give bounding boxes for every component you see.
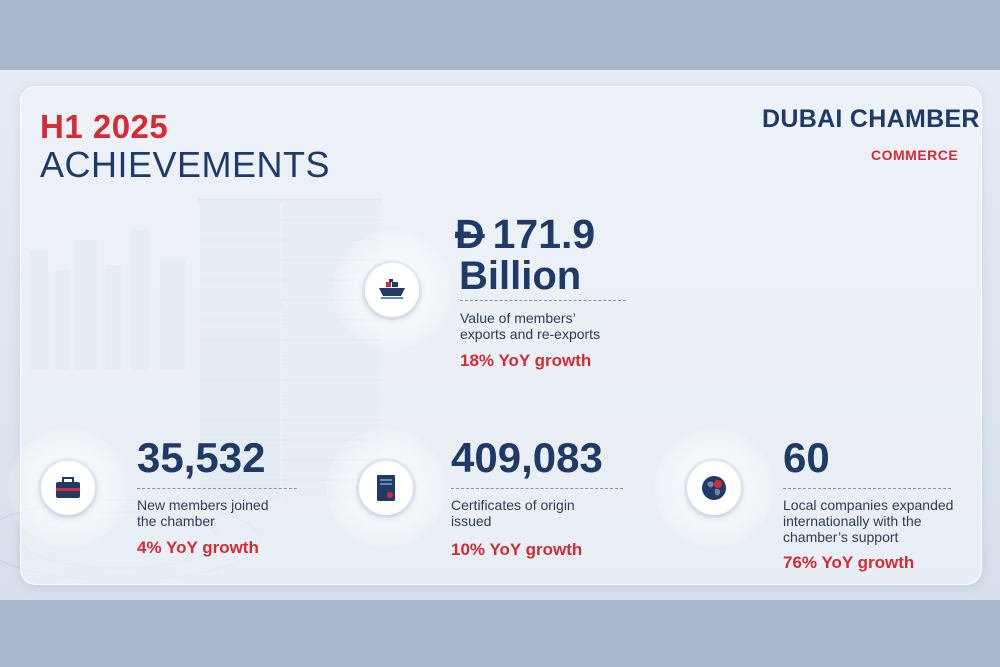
stat-exports-desc-line2: exports and re-exports	[460, 326, 601, 342]
stat-exports-desc-line1: Value of members’	[460, 310, 576, 326]
stat-expansion-desc-line2: internationally with the	[783, 513, 922, 529]
stat-expansion-description: Local companies expanded internationally…	[783, 497, 953, 545]
stat-exports-divider	[460, 300, 626, 301]
stat-expansion-divider	[783, 488, 951, 489]
stat-members-divider	[137, 488, 297, 489]
stat-expansion-desc-line1: Local companies expanded	[783, 497, 954, 513]
stat-expansion-value: 60	[783, 434, 830, 481]
stat-members-icon-halo	[8, 428, 128, 548]
stat-exports-number: 171.9	[492, 211, 596, 257]
heading-title: ACHIEVEMENTS	[40, 144, 331, 185]
brand-division: COMMERCE	[871, 147, 959, 163]
briefcase-icon	[41, 461, 95, 515]
stat-exports-icon-halo	[332, 230, 452, 350]
stat-expansion-desc-line3: chamber’s support	[783, 529, 899, 545]
achievements-card	[20, 86, 982, 585]
stat-exports-description: Value of members’ exports and re-exports	[460, 310, 600, 342]
stat-expansion-icon-halo	[654, 428, 774, 548]
dirham-symbol: Đ	[455, 211, 485, 257]
stat-exports-value: Đ 171.9	[455, 214, 595, 255]
brand-logo: DUBAI CHAMBER	[762, 105, 980, 134]
heading-period: H1 2025	[40, 108, 169, 145]
stat-certificates-desc-line1: Certificates of origin	[451, 497, 575, 513]
stat-expansion-growth: 76% YoY growth	[783, 553, 915, 572]
stat-members-value: 35,532	[137, 434, 266, 481]
stat-certificates-icon-halo	[326, 428, 446, 548]
cargo-ship-icon	[365, 263, 419, 317]
stat-members-description: New members joined the chamber	[137, 497, 269, 529]
stat-certificates-growth: 10% YoY growth	[451, 540, 583, 559]
stat-certificates-desc-line2: issued	[451, 513, 492, 529]
stat-certificates-divider	[451, 488, 623, 489]
stat-exports-growth: 18% YoY growth	[460, 351, 592, 370]
stat-members-desc-line1: New members joined	[137, 497, 269, 513]
brand-name: DUBAI CHAMBER	[762, 105, 980, 133]
certificate-book-icon	[359, 461, 413, 515]
stat-certificates-value: 409,083	[451, 434, 603, 481]
globe-icon	[687, 461, 741, 515]
stat-members-desc-line2: the chamber	[137, 513, 215, 529]
stat-exports-unit: Billion	[459, 254, 582, 298]
stat-certificates-description: Certificates of origin issued	[451, 497, 575, 529]
stat-members-growth: 4% YoY growth	[137, 538, 259, 557]
